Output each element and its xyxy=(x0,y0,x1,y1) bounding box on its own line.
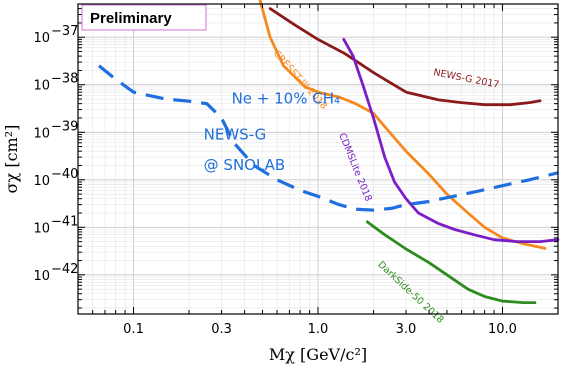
x-tick-label: 3.0 xyxy=(396,322,417,337)
series-line-3 xyxy=(365,220,537,304)
x-tick-label: 0.1 xyxy=(123,322,144,337)
grid xyxy=(77,4,559,314)
series-line-0 xyxy=(268,7,542,107)
y-tick-label: 10 xyxy=(33,221,50,236)
y-tick-label-exponent: −38 xyxy=(51,72,78,87)
y-axis-title: σχ [cm²] xyxy=(2,125,21,194)
y-tick-label: 10 xyxy=(33,126,50,141)
x-tick-label: 10.0 xyxy=(488,322,517,337)
x-tick-label: 1.0 xyxy=(308,322,329,337)
x-axis-title: Mχ [GeV/c²] xyxy=(269,345,367,364)
x-tick-label: 0.3 xyxy=(211,322,232,337)
series-line-4 xyxy=(97,64,559,212)
series-layer xyxy=(97,0,560,304)
y-tick-label-exponent: −39 xyxy=(51,119,78,134)
y-tick-label: 10 xyxy=(33,174,50,189)
y-tick-label: 10 xyxy=(33,269,50,284)
preliminary-badge: Preliminary xyxy=(81,4,207,31)
annotation-2: @ SNOLAB xyxy=(204,156,286,174)
y-tick-label: 10 xyxy=(33,31,50,46)
series-line-2 xyxy=(342,38,560,243)
annotation-0: Ne + 10% CH₄ xyxy=(232,90,340,108)
series-label-2: CDMSLite 2018 xyxy=(336,131,373,203)
y-tick-label-exponent: −40 xyxy=(51,167,78,182)
y-tick-label-exponent: −41 xyxy=(51,214,78,229)
y-tick-label-exponent: −37 xyxy=(51,24,78,39)
y-tick-label-exponent: −42 xyxy=(51,262,78,277)
annotation-1: NEWS-G xyxy=(204,126,267,144)
series-label-3: DarkSide-50 2018 xyxy=(375,259,445,326)
badge-box xyxy=(81,4,207,31)
series-line-1 xyxy=(258,0,547,250)
badge-text: Preliminary xyxy=(90,10,172,27)
y-tick-label: 10 xyxy=(33,79,50,94)
